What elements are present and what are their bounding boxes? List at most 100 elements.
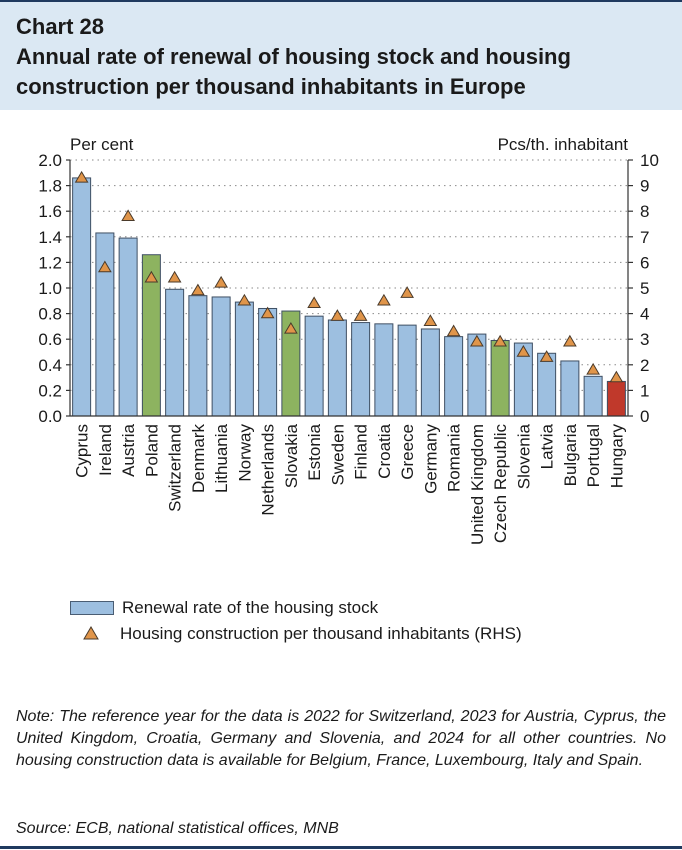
category-label: Bulgaria [561,423,580,486]
category-label: Slovakia [282,423,301,488]
bar-estonia [304,315,324,417]
right-tick-label: 5 [640,279,649,298]
marker-croatia [377,293,391,306]
left-tick-label: 2.0 [38,151,62,170]
right-tick-label: 4 [640,305,649,324]
bar-austria [118,237,138,417]
left-tick-label: 0.0 [38,407,62,426]
left-tick-label: 0.2 [38,381,62,400]
category-label: Romania [445,423,464,492]
bar-croatia [374,323,394,417]
right-tick-label: 7 [640,228,649,247]
marker-bulgaria [563,334,577,347]
marker-estonia [307,296,321,309]
marker-sweden [330,309,345,321]
right-tick-label: 1 [640,381,649,400]
bar-greece [397,324,417,417]
chart-source: Source: ECB, national statistical office… [16,820,339,837]
legend-bar-swatch [70,601,114,615]
bar-czech-republic [490,339,510,417]
category-label: Hungary [607,424,626,489]
marker-finland [353,309,368,321]
bar-cyprus [72,177,92,417]
right-tick-label: 10 [640,151,659,170]
bar-lithuania [211,296,231,417]
category-label: Germany [421,424,440,494]
marker-united-kingdom [470,334,484,347]
left-tick-label: 0.4 [38,356,62,375]
category-label: Cyprus [73,424,92,478]
right-tick-label: 0 [640,407,649,426]
right-axis-label: Pcs/th. inhabitant [498,135,629,154]
bar-portugal [583,375,603,417]
category-labels: Cyprus Ireland Austria Poland Switzerland Den… [73,423,627,545]
left-tick-label: 1.2 [38,253,62,272]
marker-portugal [586,362,600,375]
legend-item-markers: Housing construction per thousand inhabi… [70,622,522,646]
marker-series [74,170,624,383]
marker-greece [400,286,414,298]
marker-ireland [98,260,112,273]
chart-header: Chart 28 Annual rate of renewal of housi… [0,2,682,110]
left-tick-label: 1.6 [38,202,62,221]
category-label: Switzerland [166,424,185,512]
bar-germany [420,328,440,417]
category-label: Finland [352,424,371,480]
chart-number: Chart 28 [16,14,105,39]
right-axis-ticks: 0 1 2 3 4 5 6 7 8 9 10 [628,151,659,426]
marker-latvia [539,350,554,362]
left-tick-label: 1.0 [38,279,62,298]
triangle-marker-icon [70,626,112,642]
category-label: Latvia [538,423,557,469]
left-tick-label: 1.8 [38,177,62,196]
category-label: Slovenia [514,423,533,489]
marker-austria [121,209,135,222]
bar-norway [234,301,254,417]
category-label: Portugal [584,424,603,487]
left-tick-label: 1.4 [38,228,62,247]
bar-hungary [606,380,626,417]
chart-note: Note: The reference year for the data is… [16,708,666,769]
legend-item-bars: Renewal rate of the housing stock [70,596,378,620]
category-label: Denmark [189,424,208,493]
right-tick-label: 8 [640,202,649,221]
category-label: Lithuania [212,423,231,493]
marker-germany [423,314,438,326]
right-tick-label: 3 [640,330,649,349]
category-label: Czech Republic [491,424,510,544]
bar-finland [351,322,371,417]
top-rule [0,0,682,2]
right-tick-label: 6 [640,253,649,272]
category-label: Greece [398,424,417,480]
category-label: Austria [119,423,138,476]
bar-denmark [188,295,208,417]
bar-bulgaria [560,360,580,417]
chart-plot: Per cent Pcs/th. inhabitant 0.0 0.2 0.4 0.6… [38,135,659,545]
category-label: Sweden [328,424,347,485]
right-tick-label: 9 [640,177,649,196]
bar-romania [444,336,464,417]
bar-switzerland [165,288,185,417]
category-label: Netherlands [259,424,278,516]
marker-norway [237,293,252,306]
right-tick-label: 2 [640,356,649,375]
bar-latvia [537,352,557,417]
bar-netherlands [258,307,278,417]
bar-sweden [327,319,347,417]
marker-lithuania [214,275,228,288]
legend-marker-label: Housing construction per thousand inhabi… [120,624,522,643]
bar-ireland [95,232,115,417]
bar-series [72,177,626,417]
category-label: Croatia [375,423,394,478]
marker-hungary [609,370,624,383]
marker-czech-republic [493,334,507,347]
category-label: Poland [142,424,161,477]
marker-romania [446,324,461,337]
category-label: Norway [235,424,254,482]
marker-switzerland [167,270,182,283]
category-label: United Kingdom [468,424,487,545]
left-axis-ticks: 0.0 0.2 0.4 0.6 0.8 1.0 1.2 1.4 1.6 1.8 2.0 [38,151,70,426]
marker-poland [144,270,159,283]
marker-netherlands [260,306,275,319]
legend-bar-label: Renewal rate of the housing stock [122,598,379,617]
